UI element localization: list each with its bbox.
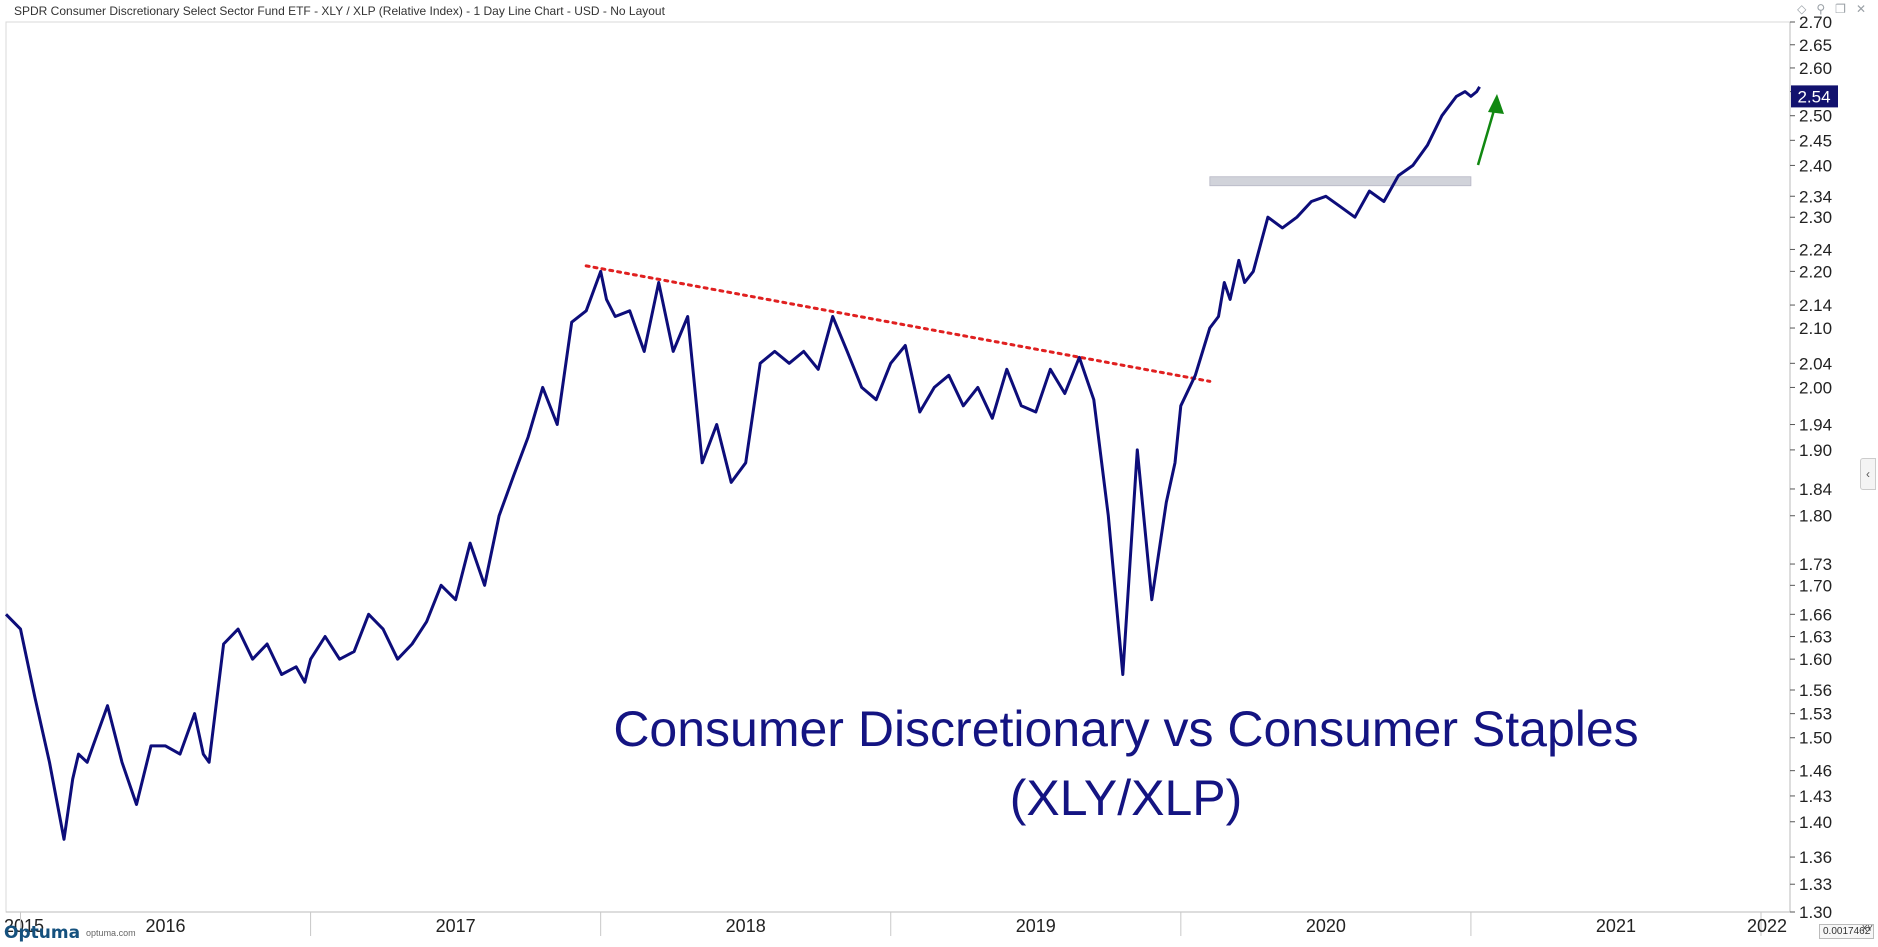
y-tick-label: 1.90 xyxy=(1799,441,1832,460)
y-tick-label: 2.65 xyxy=(1799,36,1832,55)
y-tick-label: 1.56 xyxy=(1799,681,1832,700)
x-tick-label: 2016 xyxy=(146,916,186,936)
y-tick-label: 1.30 xyxy=(1799,903,1832,922)
y-tick-label: 2.30 xyxy=(1799,208,1832,227)
y-tick-label: 1.70 xyxy=(1799,576,1832,595)
y-tick-label: 1.36 xyxy=(1799,848,1832,867)
diamond-icon[interactable]: ◇ xyxy=(1797,2,1807,16)
y-tick-label: 2.10 xyxy=(1799,319,1832,338)
last-value-badge xyxy=(1791,85,1838,108)
y-tick-label: 2.34 xyxy=(1799,187,1832,206)
y-tick-label: 2.50 xyxy=(1799,107,1832,126)
restore-icon[interactable]: ❐ xyxy=(1835,2,1846,16)
window-controls: ◇ ⚲ ❐ ✕ xyxy=(1797,2,1866,16)
y-tick-label: 2.20 xyxy=(1799,262,1832,281)
plot-frame xyxy=(5,21,1791,913)
chart-subtitle: (XLY/XLP) xyxy=(1010,770,1243,826)
y-tick-label: 1.43 xyxy=(1799,787,1832,806)
y-tick-label: 2.14 xyxy=(1799,296,1832,315)
series-line-xly-xlp xyxy=(4,86,1481,841)
y-tick-label: 1.46 xyxy=(1799,762,1832,781)
y-tick-label: 1.60 xyxy=(1799,650,1832,669)
window-title: SPDR Consumer Discretionary Select Secto… xyxy=(14,4,665,18)
y-tick-label: 2.70 xyxy=(1799,13,1832,32)
y-tick-label: 1.84 xyxy=(1799,480,1832,499)
x-tick-label: 2022 xyxy=(1747,916,1787,936)
y-tick-label: 2.40 xyxy=(1799,156,1832,175)
x-tick-label: 2020 xyxy=(1306,916,1346,936)
last-value-label: 2.54 xyxy=(1797,87,1830,106)
brand-logo: Optuma xyxy=(4,923,81,943)
pin-icon[interactable]: ⚲ xyxy=(1816,2,1826,16)
x-tick-label: 2018 xyxy=(726,916,766,936)
y-tick-label: 2.24 xyxy=(1799,240,1832,259)
y-tick-label: 2.04 xyxy=(1799,354,1832,373)
brand-url[interactable]: optuma.com xyxy=(86,928,136,938)
close-icon[interactable]: ✕ xyxy=(1855,2,1866,16)
x-tick-label: 2021 xyxy=(1596,916,1636,936)
y-tick-label: 1.53 xyxy=(1799,705,1832,724)
resistance-trendline xyxy=(584,264,1212,383)
x-tick-label: 2015 xyxy=(4,916,44,936)
x-tick-label: 2017 xyxy=(436,916,476,936)
y-tick-label: 2.45 xyxy=(1799,131,1832,150)
y-tick-label: 1.73 xyxy=(1799,555,1832,574)
scale-value[interactable]: 0.0017462 xyxy=(1819,924,1875,939)
y-tick-label: 1.50 xyxy=(1799,729,1832,748)
y-tick-label: 1.40 xyxy=(1799,813,1832,832)
title-bar: SPDR Consumer Discretionary Select Secto… xyxy=(0,0,1878,22)
xy-toggle[interactable]: XY xyxy=(1862,924,1873,933)
y-tick-label: 1.66 xyxy=(1799,605,1832,624)
chart-title: Consumer Discretionary vs Consumer Stapl… xyxy=(613,701,1638,757)
y-tick-label: 1.63 xyxy=(1799,628,1832,647)
breakout-arrow-head xyxy=(1488,94,1504,114)
brand: Optuma optuma.com xyxy=(4,922,136,944)
x-tick-label: 2019 xyxy=(1016,916,1056,936)
y-tick-label: 2.60 xyxy=(1799,59,1832,78)
y-tick-label: 2.00 xyxy=(1799,378,1832,397)
y-tick-label: 1.94 xyxy=(1799,416,1832,435)
collapse-panel-icon[interactable]: ‹ xyxy=(1860,458,1876,490)
y-tick-label: 1.80 xyxy=(1799,507,1832,526)
breakout-zone xyxy=(1209,176,1472,187)
y-tick-label: 1.33 xyxy=(1799,875,1832,894)
